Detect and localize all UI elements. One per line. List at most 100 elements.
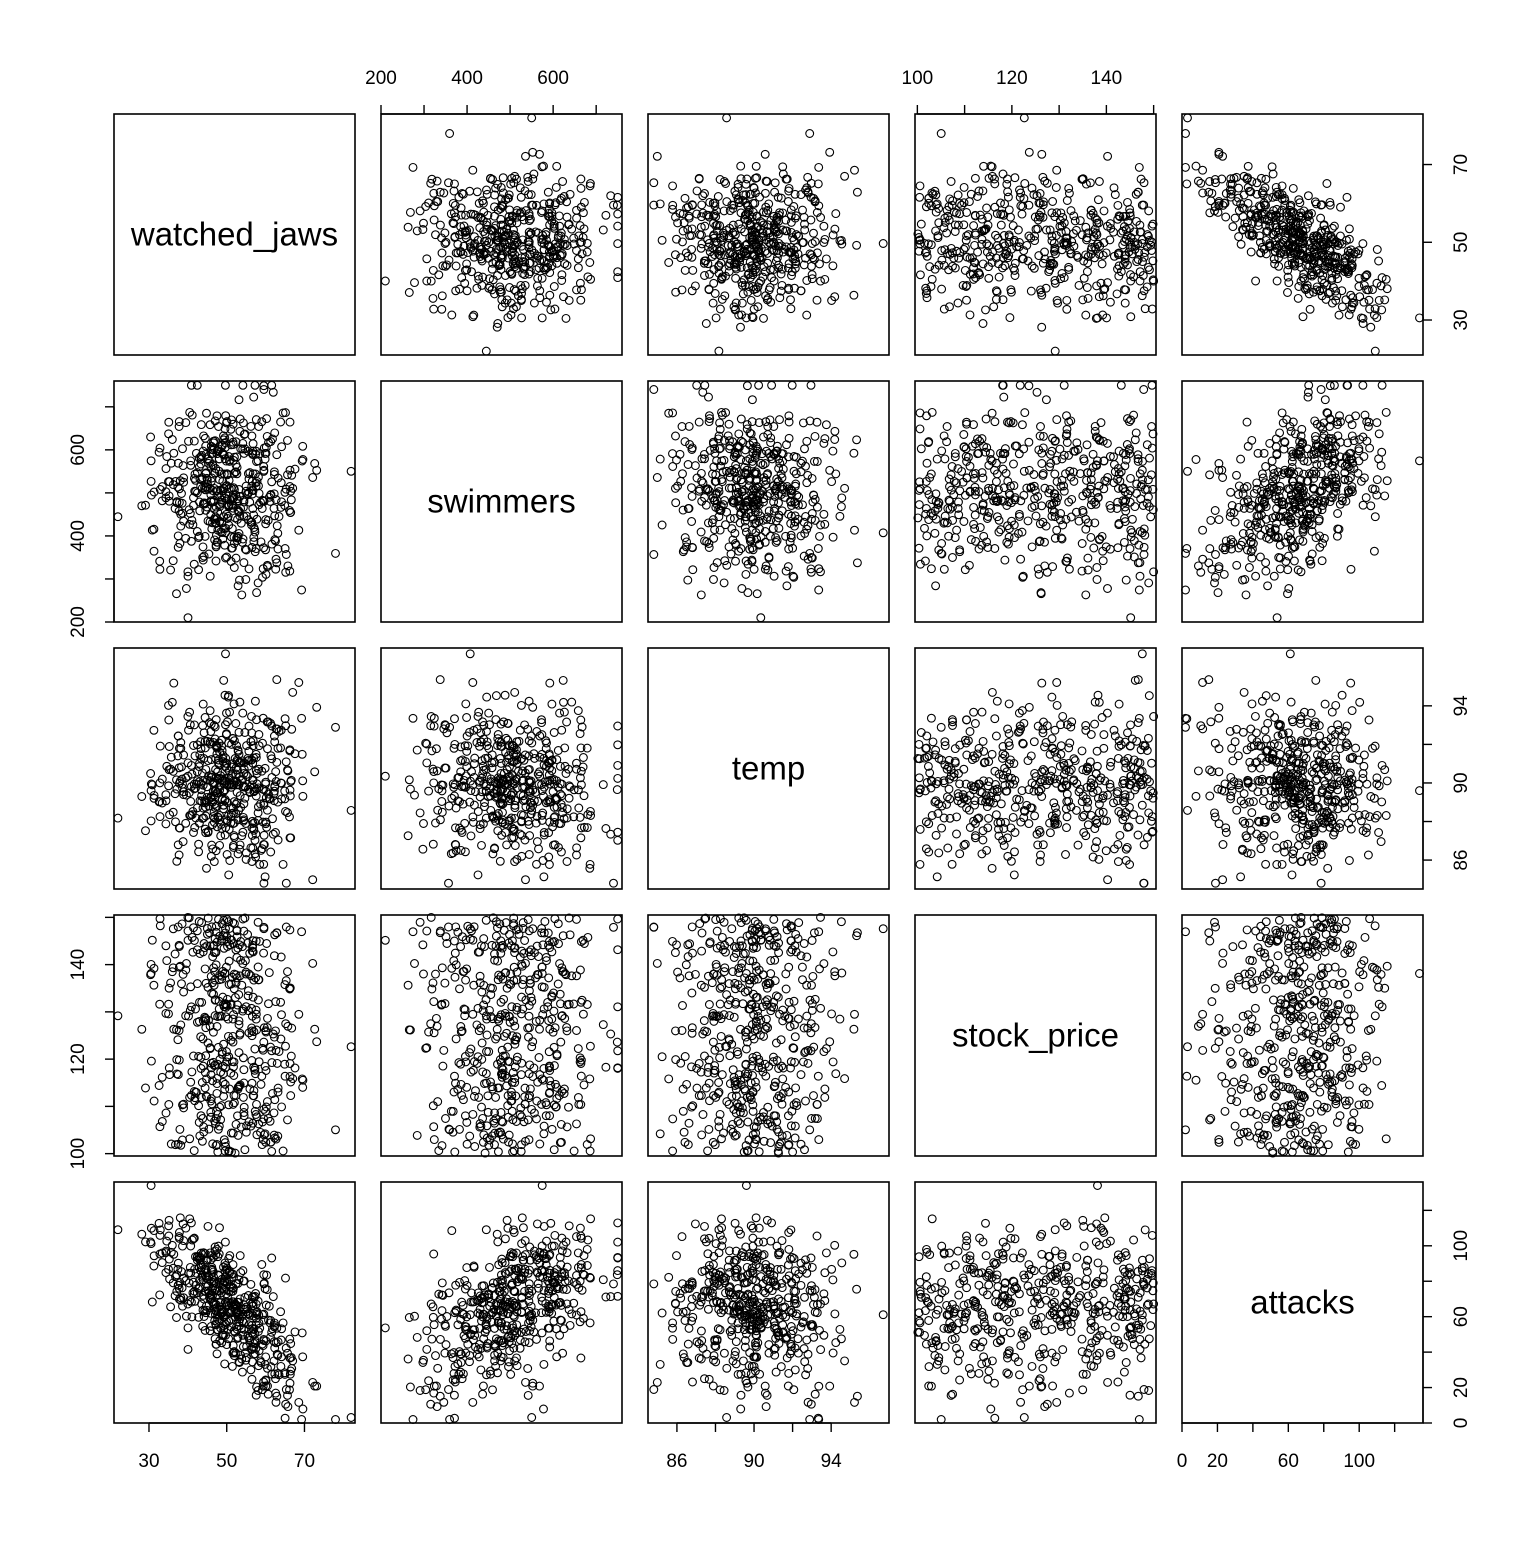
data-point: [852, 435, 862, 445]
data-point: [713, 192, 723, 201]
data-point: [1256, 486, 1266, 496]
data-point: [543, 187, 553, 197]
data-point: [1142, 282, 1152, 292]
data-point: [196, 420, 206, 430]
data-point: [404, 288, 414, 297]
data-point: [915, 270, 925, 280]
data-point: [1288, 183, 1298, 193]
data-point: [168, 556, 178, 566]
data-point: [146, 769, 156, 778]
data-point: [1057, 269, 1067, 278]
data-point: [1103, 278, 1112, 288]
data-point: [1261, 558, 1271, 568]
data-point: [478, 272, 488, 282]
data-point: [1120, 257, 1130, 267]
data-point: [431, 744, 441, 754]
data-point: [510, 687, 520, 697]
data-point: [1145, 265, 1154, 275]
data-point: [177, 489, 186, 498]
data-point: [161, 464, 171, 474]
data-point: [544, 258, 554, 268]
data-point: [113, 512, 123, 522]
data-point: [1295, 198, 1305, 208]
data-point: [1372, 245, 1382, 254]
data-point: [544, 247, 554, 257]
data-point: [178, 444, 187, 454]
data-point: [272, 675, 282, 685]
data-point: [1303, 392, 1313, 402]
data-point: [952, 525, 962, 535]
data-point: [1243, 198, 1253, 208]
data-point: [731, 556, 740, 566]
data-point: [437, 807, 447, 817]
data-point: [1271, 182, 1281, 192]
data-point: [1105, 219, 1115, 229]
data-point: [1308, 233, 1318, 243]
data-point: [550, 304, 560, 314]
data-point: [1037, 149, 1047, 159]
data-point: [244, 564, 254, 574]
data-point: [427, 174, 437, 184]
data-point: [609, 200, 618, 210]
data-point: [1114, 248, 1124, 258]
data-point: [1130, 244, 1140, 254]
data-point: [266, 847, 276, 857]
data-point: [1123, 260, 1132, 270]
data-point: [736, 322, 745, 332]
data-point: [1081, 590, 1091, 600]
data-point: [959, 220, 969, 230]
data-point: [234, 727, 244, 737]
data-point: [535, 286, 545, 296]
data-point: [696, 590, 706, 600]
data-point: [940, 213, 950, 223]
data-point: [155, 443, 165, 453]
data-point: [613, 273, 623, 283]
data-point: [1228, 222, 1238, 232]
data-point: [1038, 172, 1048, 182]
data-point: [850, 165, 859, 175]
data-point: [821, 420, 831, 430]
data-point: [243, 469, 253, 479]
data-point: [1000, 555, 1010, 565]
data-point: [403, 222, 413, 232]
data-point: [680, 533, 690, 543]
variable-label: swimmers: [427, 483, 575, 520]
data-point: [240, 793, 250, 803]
data-point: [1277, 194, 1287, 204]
data-point: [1099, 206, 1109, 216]
data-point: [827, 296, 837, 305]
data-point: [773, 192, 783, 202]
data-point: [790, 189, 800, 199]
data-point: [1077, 230, 1087, 240]
data-point: [678, 237, 687, 247]
data-point: [790, 251, 800, 261]
data-point: [450, 179, 459, 189]
data-point: [987, 408, 997, 418]
data-point: [1191, 455, 1201, 464]
data-point: [1047, 231, 1057, 241]
data-point: [778, 208, 788, 218]
data-point: [523, 172, 533, 182]
data-point: [1361, 493, 1371, 503]
data-point: [1026, 233, 1036, 243]
data-point: [558, 177, 568, 186]
data-point: [419, 218, 428, 228]
data-point: [1147, 422, 1157, 431]
data-point: [380, 276, 390, 286]
data-point: [1009, 459, 1018, 469]
data-point: [984, 173, 994, 183]
data-point: [1066, 206, 1076, 216]
data-point: [923, 239, 933, 249]
data-point: [285, 417, 295, 427]
data-point: [1310, 249, 1320, 259]
data-point: [437, 248, 447, 258]
data-point: [200, 433, 210, 443]
data-point: [720, 556, 730, 566]
data-point: [524, 850, 534, 859]
data-point: [270, 428, 280, 438]
data-point: [510, 841, 520, 850]
data-point: [1181, 129, 1190, 138]
data-point: [715, 175, 725, 184]
data-point: [202, 863, 211, 873]
data-point: [939, 304, 949, 314]
